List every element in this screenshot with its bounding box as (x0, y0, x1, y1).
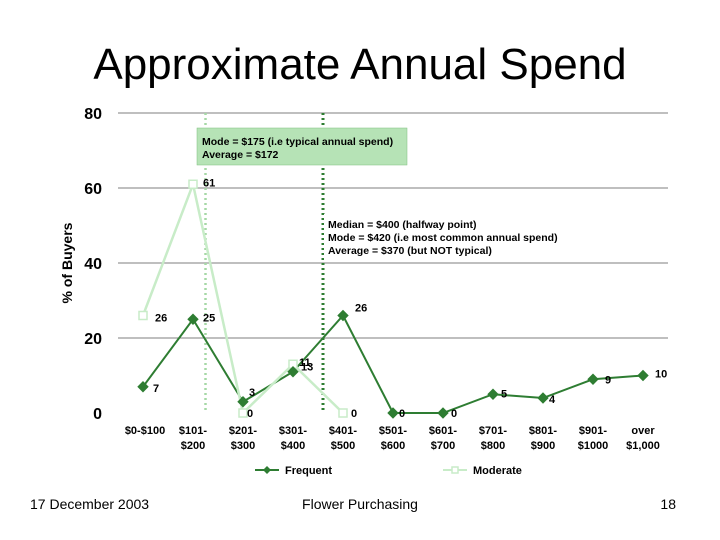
moderate-data-label: 0 (247, 408, 253, 420)
frequent-data-label: 9 (605, 374, 611, 386)
legend-moderate-marker (451, 466, 459, 474)
frequent-point (237, 396, 249, 408)
y-tick-label: 0 (93, 406, 102, 423)
y-tick-label: 20 (84, 331, 102, 348)
moderate-point (188, 179, 198, 189)
annotation-text: Average = $172 (202, 149, 279, 161)
x-tick-label: $401- (329, 425, 357, 437)
x-tick-label: $700 (431, 440, 455, 452)
frequent-point (487, 388, 499, 400)
x-tick-label: $200 (181, 440, 205, 452)
x-tick-label: $0-$100 (125, 425, 165, 437)
x-tick-label: $300 (231, 440, 255, 452)
frequent-point (187, 313, 199, 325)
moderate-data-label: 61 (203, 177, 215, 189)
y-axis-label: % of Buyers (59, 222, 75, 303)
slide-title: Approximate Annual Spend (93, 40, 627, 89)
annotation-text: Average = $370 (but NOT typical) (328, 245, 492, 257)
x-tick-label: $800 (481, 440, 505, 452)
moderate-data-label: 13 (301, 361, 313, 373)
moderate-data-label: 26 (155, 313, 167, 325)
frequent-data-label: 26 (355, 303, 367, 315)
frequent-data-label: 0 (451, 408, 457, 420)
frequent-data-label: 5 (501, 388, 507, 400)
moderate-point (238, 408, 248, 418)
x-tick-label: $600 (381, 440, 405, 452)
x-tick-label: $901- (579, 425, 607, 437)
x-tick-label: $1000 (578, 440, 609, 452)
annotation-text: Mode = $420 (i.e most common annual spen… (328, 232, 558, 244)
moderate-point (138, 310, 148, 321)
frequent-point (387, 407, 399, 419)
y-tick-label: 60 (84, 181, 102, 198)
frequent-data-label: 7 (153, 383, 159, 395)
frequent-point (587, 373, 599, 385)
frequent-point (287, 366, 299, 378)
x-tick-label: $201- (229, 425, 257, 437)
x-tick-label: $1,000 (626, 440, 660, 452)
x-tick-label: $501- (379, 425, 407, 437)
x-tick-label: $301- (279, 425, 307, 437)
moderate-point (338, 408, 348, 418)
frequent-point (137, 381, 149, 393)
legend-frequent-marker (263, 466, 271, 474)
y-tick-label: 80 (84, 106, 102, 123)
frequent-point (537, 392, 549, 404)
x-tick-label: $601- (429, 425, 457, 437)
frequent-data-label: 11 (299, 357, 311, 369)
footer-title: Flower Purchasing (302, 496, 418, 512)
y-tick-label: 40 (84, 256, 102, 273)
series-line-moderate (141, 179, 344, 416)
frequent-point (437, 407, 449, 419)
frequent-data-label: 3 (249, 387, 255, 399)
moderate-data-label: 0 (351, 408, 357, 420)
frequent-point (337, 309, 349, 322)
x-tick-label: $400 (281, 440, 305, 452)
frequent-data-label: 10 (655, 369, 667, 381)
frequent-data-label: 25 (203, 312, 215, 324)
page-number: 18 (660, 496, 676, 512)
frequent-data-label: 4 (549, 394, 556, 406)
frequent-data-label: 0 (399, 408, 405, 420)
x-tick-label: $900 (531, 440, 555, 452)
annotation-background (324, 214, 596, 260)
x-tick-label: $801- (529, 425, 557, 437)
annotation-text: Median = $400 (halfway point) (328, 219, 477, 231)
x-tick-label: $500 (331, 440, 355, 452)
x-tick-label: $701- (479, 425, 507, 437)
annotation-box (196, 127, 408, 166)
footer-date: 17 December 2003 (30, 496, 150, 512)
series-line-frequent (142, 313, 644, 414)
x-tick-label: over (631, 425, 655, 437)
frequent-point (637, 369, 649, 382)
x-tick-label: $101- (179, 425, 207, 437)
legend-moderate-label: Moderate (473, 465, 522, 477)
legend-frequent-label: Frequent (285, 465, 332, 477)
annotation-text: Mode = $175 (i.e typical annual spend) (202, 136, 393, 148)
